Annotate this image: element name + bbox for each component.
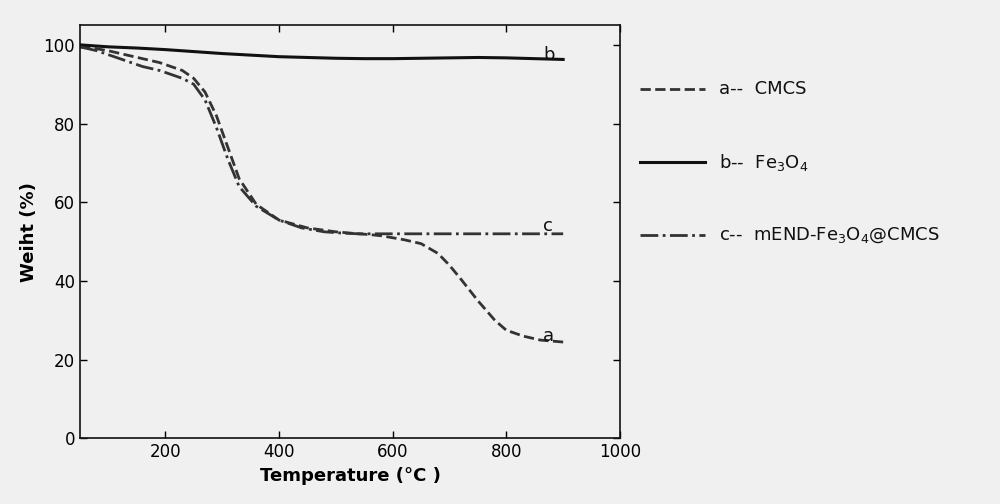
Y-axis label: Weiht (%): Weiht (%)	[20, 182, 38, 282]
Text: c--  mEND-Fe$_3$O$_4$@CMCS: c-- mEND-Fe$_3$O$_4$@CMCS	[719, 225, 940, 245]
Text: c: c	[543, 217, 553, 235]
X-axis label: Temperature (°C ): Temperature (°C )	[260, 467, 440, 485]
Text: a: a	[543, 327, 554, 345]
Text: b--  Fe$_3$O$_4$: b-- Fe$_3$O$_4$	[719, 152, 809, 173]
Text: a--  CMCS: a-- CMCS	[719, 81, 807, 98]
Text: b: b	[543, 46, 555, 64]
